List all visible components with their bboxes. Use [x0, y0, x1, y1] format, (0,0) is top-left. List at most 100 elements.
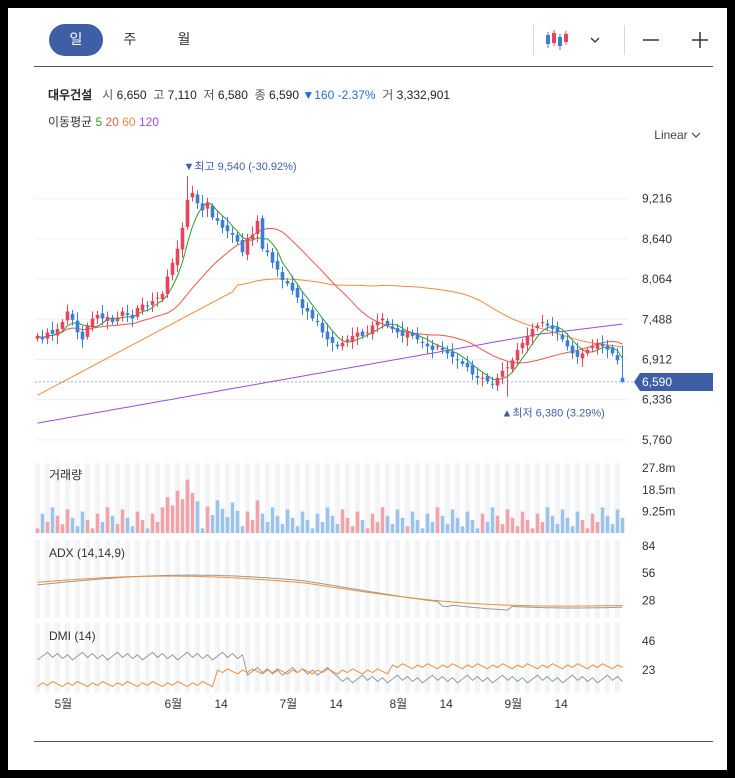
- volume-bg-stripe: [485, 463, 490, 533]
- volume-bar: [310, 528, 315, 533]
- candle-body: [405, 332, 410, 338]
- volume-bg-stripe: [265, 463, 270, 533]
- candle-body: [255, 220, 260, 234]
- footer-divider: [34, 741, 713, 742]
- minus-icon[interactable]: [625, 24, 677, 56]
- volume-bar: [255, 500, 260, 533]
- volume-bar: [535, 513, 540, 533]
- candle-body: [105, 317, 110, 321]
- dmi-bg-stripe: [55, 623, 60, 693]
- volume-bg-stripe: [505, 463, 510, 533]
- volume-tick-label: 9.25m: [642, 504, 675, 518]
- adx-bg-stripe: [425, 540, 430, 618]
- dmi-bg-stripe: [305, 623, 310, 693]
- candle-body: [565, 340, 570, 347]
- dmi-bg-stripe: [45, 623, 50, 693]
- tab-daily[interactable]: 일: [49, 24, 103, 56]
- candle-body: [440, 348, 445, 350]
- volume-bar: [245, 511, 250, 533]
- adx-bg-stripe: [555, 540, 560, 618]
- x-axis-label: 8월: [390, 697, 408, 711]
- volume-value: 3,332,901: [396, 88, 451, 102]
- candle-body: [545, 323, 550, 326]
- adx-bg-stripe: [475, 540, 480, 618]
- price-tick-label: 6,912: [642, 352, 672, 366]
- header-divider: [34, 66, 713, 67]
- volume-bar: [370, 513, 375, 533]
- ma-120[interactable]: 120: [138, 115, 159, 129]
- price-chart[interactable]: 9,216 8,640 8,064 7,488 6,912 6,336 5,760 ▼최고 9…: [8, 8, 727, 770]
- candle-body: [480, 377, 485, 379]
- volume-bar: [105, 507, 110, 533]
- close-label: 종: [254, 88, 266, 102]
- min-price-annotation: ▲최저 6,380 (3.29%): [502, 407, 605, 420]
- price-tick-label: 5,760: [642, 433, 672, 447]
- dmi-bg-stripe: [145, 623, 150, 693]
- adx-bg-stripe: [355, 540, 360, 618]
- candle-body: [360, 331, 365, 336]
- adx-bg-stripe: [485, 540, 490, 618]
- volume-bar: [455, 517, 460, 533]
- candlestick-icon[interactable]: [534, 24, 580, 56]
- scale-label: Linear: [654, 128, 688, 142]
- candle-body: [535, 325, 540, 329]
- x-axis-label: 14: [330, 697, 344, 711]
- candle-body: [210, 205, 215, 218]
- adx-bg-stripe: [135, 540, 140, 618]
- candle-body: [285, 280, 290, 284]
- adx-bg-stripe: [115, 540, 120, 618]
- volume-bg-stripe: [85, 463, 90, 533]
- candle-body: [35, 335, 40, 339]
- adx-signal-line: [37, 575, 623, 607]
- volume-bar: [225, 517, 230, 533]
- volume-bar: [145, 528, 150, 533]
- x-axis-label: 14: [440, 697, 454, 711]
- stock-name: 대우건설: [48, 88, 93, 102]
- candle-body: [240, 240, 245, 253]
- volume-bg-stripe: [545, 463, 550, 533]
- x-axis-label: 9월: [505, 697, 523, 711]
- candle-body: [515, 349, 520, 361]
- adx-bg-stripe: [225, 540, 230, 618]
- volume-bg-stripe: [115, 463, 120, 533]
- volume-bar: [460, 526, 465, 533]
- dmi-bg-stripe: [575, 623, 580, 693]
- ma-5[interactable]: 5: [95, 115, 103, 129]
- volume-bar: [520, 511, 525, 533]
- volume-bar: [505, 509, 510, 533]
- adx-bg-stripe: [495, 540, 500, 618]
- candle-body: [340, 342, 345, 347]
- plus-icon[interactable]: [677, 24, 723, 56]
- scale-selector[interactable]: Linear: [654, 128, 701, 142]
- dmi-bg-stripe: [315, 623, 320, 693]
- dmi-bg-stripe: [605, 623, 610, 693]
- ma-60[interactable]: 60: [122, 115, 136, 129]
- volume-bar: [380, 507, 385, 533]
- volume-bar: [610, 524, 615, 533]
- adx-bg-stripe: [545, 540, 550, 618]
- dmi-bg-stripe: [595, 623, 600, 693]
- volume-bg-stripe: [145, 463, 150, 533]
- candle-body: [160, 294, 165, 300]
- candle-body: [215, 218, 220, 221]
- volume-bar: [375, 522, 380, 533]
- candle-body: [115, 318, 120, 322]
- dmi-bg-stripe: [65, 623, 70, 693]
- dmi-bg-stripe: [255, 623, 260, 693]
- dmi-bg-stripe: [395, 623, 400, 693]
- volume-bg-stripe: [395, 463, 400, 533]
- dmi-bg-stripe: [115, 623, 120, 693]
- volume-bg-stripe: [585, 463, 590, 533]
- tab-weekly[interactable]: 주: [123, 32, 137, 48]
- change-value: ▼160 -2.37%: [302, 88, 376, 102]
- chevron-down-icon[interactable]: [580, 24, 610, 56]
- close-value: 6,590: [268, 88, 299, 102]
- candle-body: [445, 349, 450, 354]
- candle-body: [555, 327, 560, 333]
- volume-bg-stripe: [615, 463, 620, 533]
- ma-20[interactable]: 20: [105, 115, 119, 129]
- candle-body: [550, 325, 555, 329]
- adx-bg-stripe: [455, 540, 460, 618]
- tab-monthly[interactable]: 월: [177, 32, 191, 48]
- volume-bg-stripe: [205, 463, 210, 533]
